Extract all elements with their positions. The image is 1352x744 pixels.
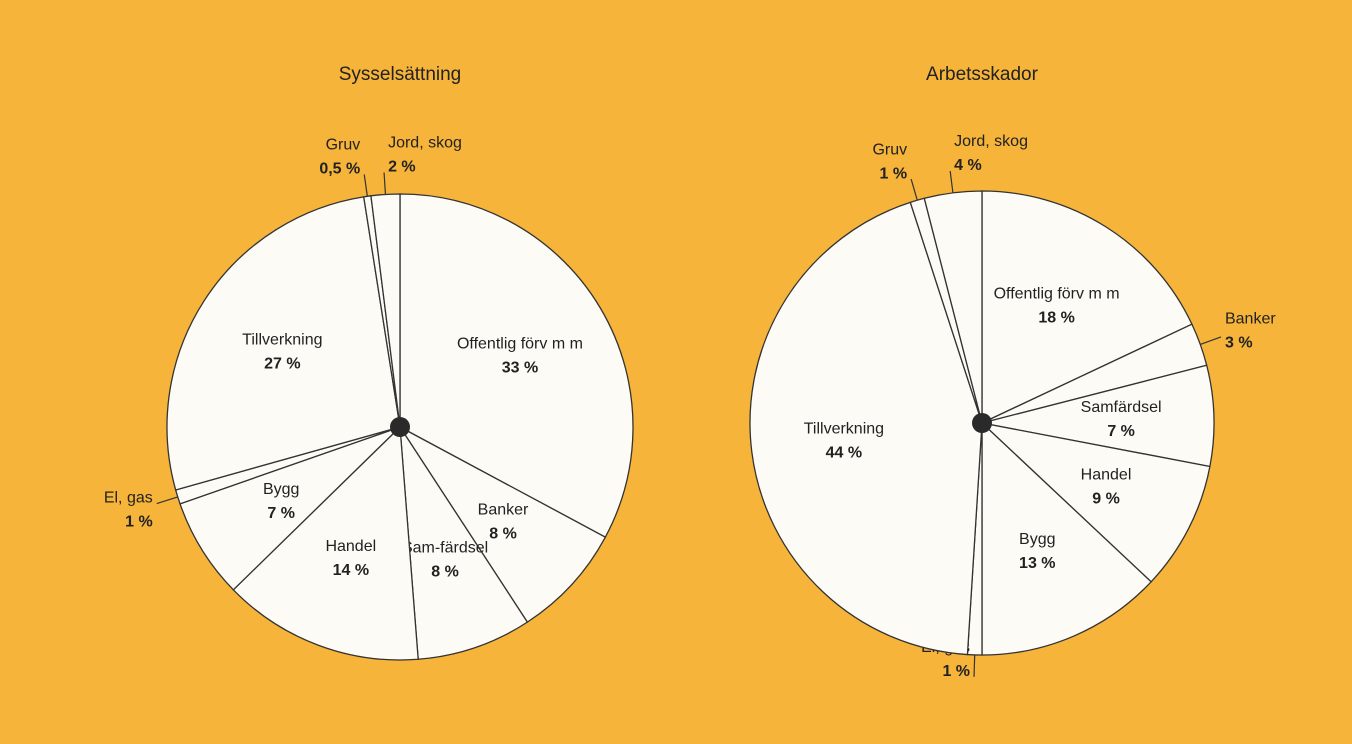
slice-label: Offentlig förv m m xyxy=(457,335,583,352)
slice-value-label: 9 % xyxy=(1092,490,1120,507)
slice-label: Tillverkning xyxy=(804,421,884,438)
slice-value-label: 1 % xyxy=(125,514,153,531)
leader-line xyxy=(973,654,976,677)
slice-label: Sam-färdsel xyxy=(402,540,488,557)
slice-label: Gruv xyxy=(872,141,907,158)
pie-slice xyxy=(232,425,419,661)
slice-value-label: 14 % xyxy=(333,562,369,579)
pie-slice xyxy=(166,196,401,491)
slice-value-label: 7 % xyxy=(267,505,295,522)
slice-value-label: 0,5 % xyxy=(319,161,360,178)
slice-label: Bygg xyxy=(1019,531,1055,548)
leader-line xyxy=(1200,336,1222,345)
pie-slice xyxy=(981,364,1215,468)
pie-slice xyxy=(981,190,1193,425)
slice-value-label: 8 % xyxy=(489,526,517,543)
slice-value-label: 1 % xyxy=(880,165,908,182)
slice-value-label: 4 % xyxy=(954,157,982,174)
pie-slice xyxy=(179,426,401,591)
slice-label: Banker xyxy=(478,502,529,519)
chart-title: Sysselsättning xyxy=(339,64,462,85)
slice-value-label: 33 % xyxy=(502,359,538,376)
slice-value-label: 18 % xyxy=(1038,310,1074,327)
slice-value-label: 27 % xyxy=(264,356,300,373)
leader-line xyxy=(363,174,368,197)
slice-value-label: 2 % xyxy=(388,159,416,176)
slice-label: Jord, skog xyxy=(388,135,462,152)
pie-slice xyxy=(979,421,1211,583)
pie-slice xyxy=(981,421,1153,656)
slice-label: Handel xyxy=(325,538,376,555)
pie-slice xyxy=(399,426,607,624)
leader-line xyxy=(949,170,954,193)
chart-title: Arbetsskador xyxy=(926,64,1039,85)
slice-label: Jord, skog xyxy=(954,133,1028,150)
slice-value-label: 44 % xyxy=(826,445,862,462)
leader-line xyxy=(156,496,178,505)
pie-slice xyxy=(923,190,983,424)
slice-label: Bygg xyxy=(263,481,299,498)
slice-value-label: 13 % xyxy=(1019,555,1055,572)
slice-label: El, gas xyxy=(104,490,153,507)
slice-label: Tillverkning xyxy=(242,332,322,349)
slice-label: Banker xyxy=(1225,310,1276,327)
leader-line xyxy=(383,172,387,195)
slice-value-label: 1 % xyxy=(942,663,970,680)
center-dot xyxy=(972,413,992,433)
slice-value-label: 8 % xyxy=(431,564,459,581)
leader-line xyxy=(910,178,918,201)
pie-slice xyxy=(399,193,634,539)
slice-value-label: 7 % xyxy=(1107,423,1135,440)
slice-label: Handel xyxy=(1081,466,1132,483)
center-dot xyxy=(390,417,410,437)
slice-label: Samfärdsel xyxy=(1081,399,1162,416)
pie-slice xyxy=(749,201,983,656)
slice-value-label: 3 % xyxy=(1225,334,1253,351)
slice-label: Gruv xyxy=(326,137,361,154)
pie-slice xyxy=(399,426,529,660)
slice-label: Offentlig förv m m xyxy=(994,286,1120,303)
